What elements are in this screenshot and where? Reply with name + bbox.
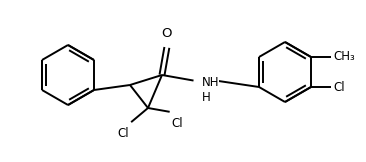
Text: H: H	[202, 91, 210, 104]
Text: O: O	[162, 27, 172, 40]
Text: Cl: Cl	[172, 117, 183, 130]
Text: NH: NH	[202, 76, 219, 89]
Text: CH₃: CH₃	[333, 51, 355, 64]
Text: Cl: Cl	[333, 81, 345, 93]
Text: Cl: Cl	[117, 127, 129, 140]
